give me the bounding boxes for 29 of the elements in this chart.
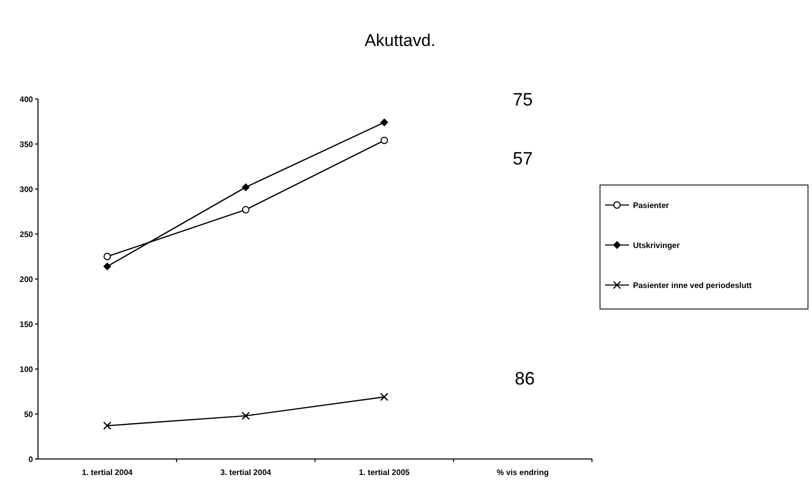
- y-tick-label: 300: [20, 184, 34, 194]
- y-tick-label: 100: [20, 364, 34, 374]
- point: [242, 206, 250, 214]
- x-tick-label: % vis endring: [496, 468, 549, 477]
- x-tick-label: 1. tertial 2005: [358, 468, 410, 477]
- legend-label: Pasienter inne ved periodeslutt: [633, 280, 752, 290]
- point: [103, 422, 112, 430]
- point: [103, 262, 112, 270]
- x-tick-label: 1. tertial 2004: [82, 468, 134, 477]
- point: [380, 392, 388, 401]
- y-tick-label: 400: [20, 94, 34, 104]
- point: [104, 252, 111, 260]
- y-tick-label: 350: [20, 140, 34, 149]
- point: [380, 136, 388, 144]
- annotation: 75: [512, 89, 533, 110]
- y-tick-label: 250: [20, 230, 34, 239]
- legend-label: Pasienter: [633, 200, 670, 210]
- point: [380, 118, 388, 126]
- chart-title: Akuttavd.: [364, 31, 436, 50]
- legend-label: Utskrivinger: [633, 240, 680, 250]
- point: [242, 412, 250, 420]
- point: [242, 183, 250, 192]
- y-tick-label: 50: [24, 410, 34, 419]
- annotation: 86: [514, 368, 535, 388]
- y-tick-label: 150: [20, 320, 34, 329]
- y-tick-label: 200: [20, 274, 34, 284]
- annotation: 57: [512, 148, 533, 168]
- y-tick-label: 0: [28, 454, 34, 464]
- x-tick-label: 3. tertial 2004: [220, 468, 272, 477]
